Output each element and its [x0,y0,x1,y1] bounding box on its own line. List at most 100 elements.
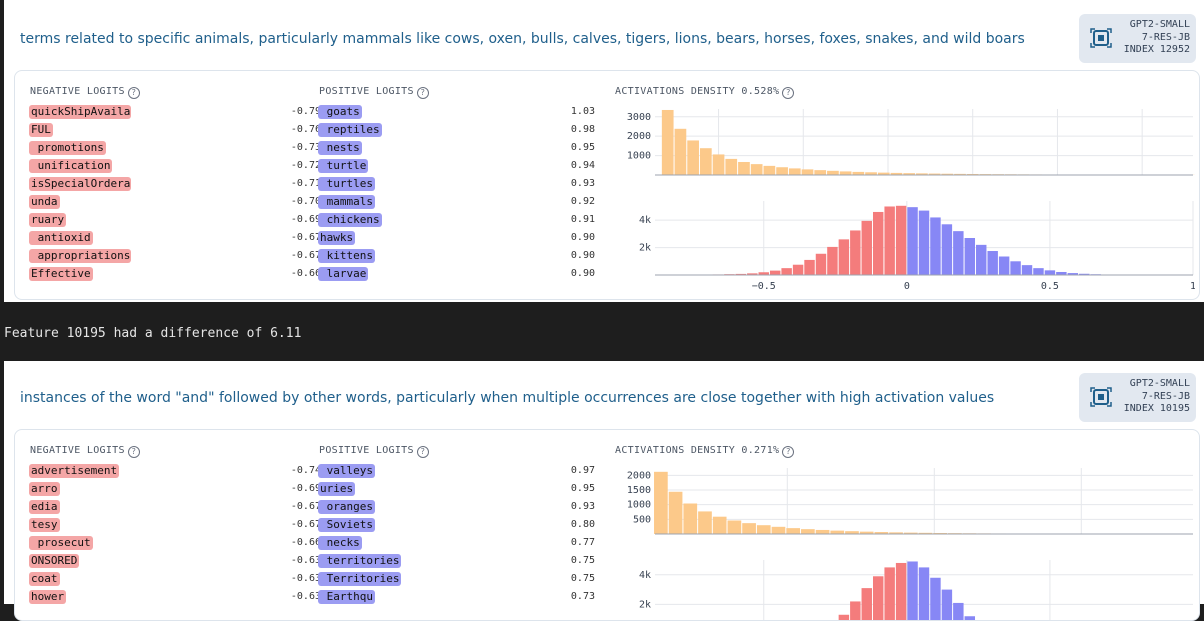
histogram-bar [896,206,906,275]
positive-logits-header: POSITIVE LOGITS? [319,445,429,458]
logit-token: reptiles [318,123,382,137]
histogram-bar [713,154,725,175]
logit-token: unification [29,159,112,173]
feature-card: instances of the word "and" followed by … [4,361,1204,604]
logit-token: promotions [29,141,106,155]
histogram-bar [827,247,837,275]
logit-value: -0.63 [261,572,321,586]
histogram-bar [738,162,750,175]
logit-value: 0.80 [535,518,595,532]
help-icon[interactable]: ? [128,87,140,99]
histogram-bar [713,517,727,534]
logit-token: nests [318,141,362,155]
histogram-bar [840,171,852,175]
histogram-bar [725,159,737,175]
y-tick-label: 1500 [627,485,651,496]
histogram-bar [942,224,952,275]
histogram-bar [700,148,712,175]
histogram-bar [751,164,763,175]
feature-card: terms related to specific animals, parti… [4,0,1204,302]
logit-value: -0.67 [261,500,321,514]
help-icon[interactable]: ? [128,446,140,458]
logit-token: mammals [318,195,375,209]
histogram-bar [654,472,668,534]
histogram-bar [1022,265,1032,275]
logit-token: quickShipAvailabl [29,105,131,119]
badge-model: GPT2-SMALL [1124,378,1190,391]
activation-density-chart: 24681012100020003000 [605,101,1195,181]
logit-value: 0.75 [535,572,595,586]
histogram-bar [862,221,872,275]
histogram-bar [1033,268,1043,275]
histogram-bar [801,529,815,534]
positive-logits-header: POSITIVE LOGITS? [319,86,429,99]
chip-icon [1089,385,1113,409]
histogram-bar [884,206,894,275]
logit-token: goats [318,105,362,119]
logit-token: appropriations [29,249,131,263]
histogram-bar [907,207,917,275]
logit-value: 0.93 [535,177,595,191]
logit-value: -0.66 [261,267,321,281]
logit-token: tesy [29,518,60,532]
logit-value: -0.63 [261,590,321,604]
badge-layer: 7-RES-JB [1124,32,1190,45]
y-tick-label: 1000 [627,500,651,511]
y-tick-label: 2k [639,599,651,610]
logit-value: 0.98 [535,123,595,137]
logit-token: valleys [318,464,375,478]
badge-model: GPT2-SMALL [1124,19,1190,32]
help-icon[interactable]: ? [417,87,429,99]
histogram-bar [1045,270,1055,275]
histogram-bar [896,563,906,620]
histogram-bar [965,238,975,275]
histogram-bar [827,171,839,175]
histogram-bar [728,521,742,534]
logit-value: -0.79 [261,105,321,119]
histogram-bar [804,260,814,275]
feature-panel: NEGATIVE LOGITS? POSITIVE LOGITS? ACTIVA… [14,429,1200,621]
help-icon[interactable]: ? [417,446,429,458]
difference-text: Feature 10195 had a difference of 6.11 [4,326,301,341]
logit-token: ONSORED [29,554,79,568]
histogram-bar [830,531,844,534]
logit-token: antioxid [29,231,93,245]
histogram-bar [789,168,801,175]
histogram-bar [814,170,826,175]
histogram-bar [816,254,826,275]
histogram-bar [687,140,699,175]
model-badge[interactable]: GPT2-SMALL 7-RES-JB INDEX 10195 [1079,373,1196,422]
logit-value: -0.63 [261,554,321,568]
logit-token: edia [29,500,60,514]
negative-logits-header: NEGATIVE LOGITS? [30,445,140,458]
logit-token: larvae [318,267,368,281]
histogram-bar [669,492,683,534]
logit-value: 0.95 [535,141,595,155]
histogram-bar [965,616,975,620]
logit-value: -0.74 [261,464,321,478]
histogram-bar [839,615,849,620]
histogram-bar [757,525,771,534]
histogram-bar [930,578,940,620]
y-tick-label: 4k [639,570,651,581]
feature-panel: NEGATIVE LOGITS? POSITIVE LOGITS? ACTIVA… [14,70,1200,300]
logit-value: -0.67 [261,249,321,263]
logit-token: hawks [318,231,355,245]
logit-token: kittens [318,249,375,263]
logit-token: Earthqu [318,590,375,604]
y-tick-label: 2000 [627,470,651,481]
help-icon[interactable]: ? [782,446,794,458]
histogram-bar [793,265,803,275]
help-icon[interactable]: ? [782,87,794,99]
x-tick-label: 1 [1190,281,1195,292]
x-tick-label: 0.5 [1041,281,1059,292]
logit-value: -0.70 [261,195,321,209]
y-tick-label: 4k [639,215,651,226]
logit-value: 0.90 [535,267,595,281]
model-badge[interactable]: GPT2-SMALL 7-RES-JB INDEX 12952 [1079,14,1196,63]
histogram-bar [839,239,849,275]
histogram-bar [919,567,929,620]
histogram-bar [781,268,791,275]
logit-value: 0.91 [535,213,595,227]
logit-token: arro [29,482,60,496]
